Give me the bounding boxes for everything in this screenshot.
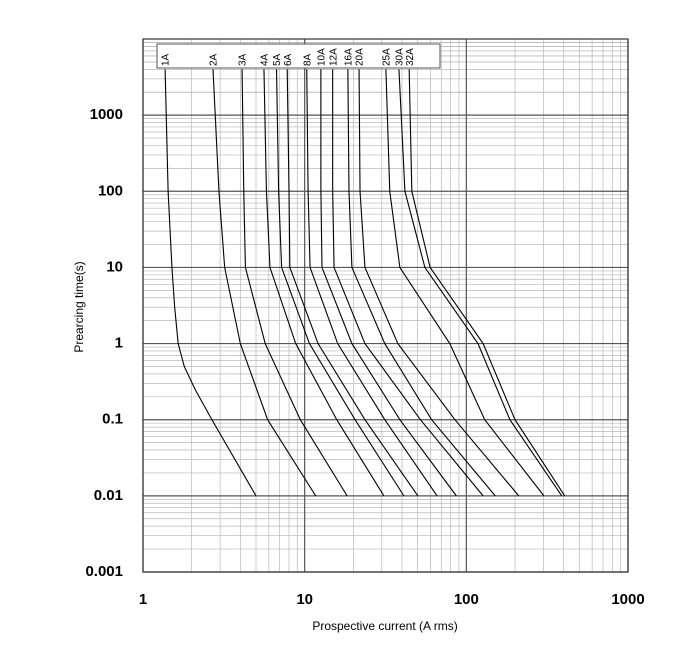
- x-tick-label: 1: [139, 591, 147, 608]
- curve-label-box: [156, 43, 441, 69]
- x-tick-label: 1000: [611, 591, 644, 608]
- x-tick-label: 100: [454, 591, 479, 608]
- curve: [212, 69, 317, 497]
- curve: [164, 69, 257, 497]
- y-tick-label: 1000: [90, 106, 123, 123]
- curve-label: 1A: [161, 53, 172, 66]
- y-tick-label: 1: [115, 335, 123, 352]
- curve-label: 6A: [283, 53, 294, 66]
- y-tick-label: 0.1: [102, 411, 123, 428]
- curve: [276, 69, 405, 497]
- curve-label: 25A: [382, 48, 393, 66]
- y-tick-label: 0.01: [94, 487, 123, 504]
- curve: [306, 69, 438, 497]
- curve-label: 4A: [260, 53, 271, 66]
- curve: [286, 69, 419, 497]
- y-axis-title: Prearcing time(s): [72, 261, 86, 352]
- curve: [263, 69, 385, 497]
- curve-label: 20A: [355, 48, 366, 66]
- curve-label: 5A: [272, 53, 283, 66]
- curve: [408, 69, 566, 497]
- plot-frame: [142, 38, 629, 573]
- x-axis-title: Prospective current (A rms): [312, 619, 457, 633]
- curve-label: 8A: [302, 53, 313, 66]
- curve: [398, 69, 563, 497]
- curve: [241, 69, 348, 497]
- curve-label: 10A: [317, 48, 328, 66]
- curve-label: 3A: [238, 53, 249, 66]
- curve: [347, 69, 496, 497]
- x-tick-label: 10: [296, 591, 313, 608]
- curve-label: 30A: [395, 48, 406, 66]
- curve: [332, 69, 484, 497]
- y-tick-label: 0.001: [85, 563, 123, 580]
- curve-label: 32A: [405, 48, 416, 66]
- y-tick-label: 100: [98, 182, 123, 199]
- y-tick-label: 10: [106, 258, 123, 275]
- curve-label: 12A: [328, 48, 339, 66]
- curve: [320, 69, 457, 497]
- curve: [358, 69, 520, 497]
- curve-label: 16A: [344, 48, 355, 66]
- curve-label: 2A: [209, 53, 220, 66]
- curve: [385, 69, 545, 497]
